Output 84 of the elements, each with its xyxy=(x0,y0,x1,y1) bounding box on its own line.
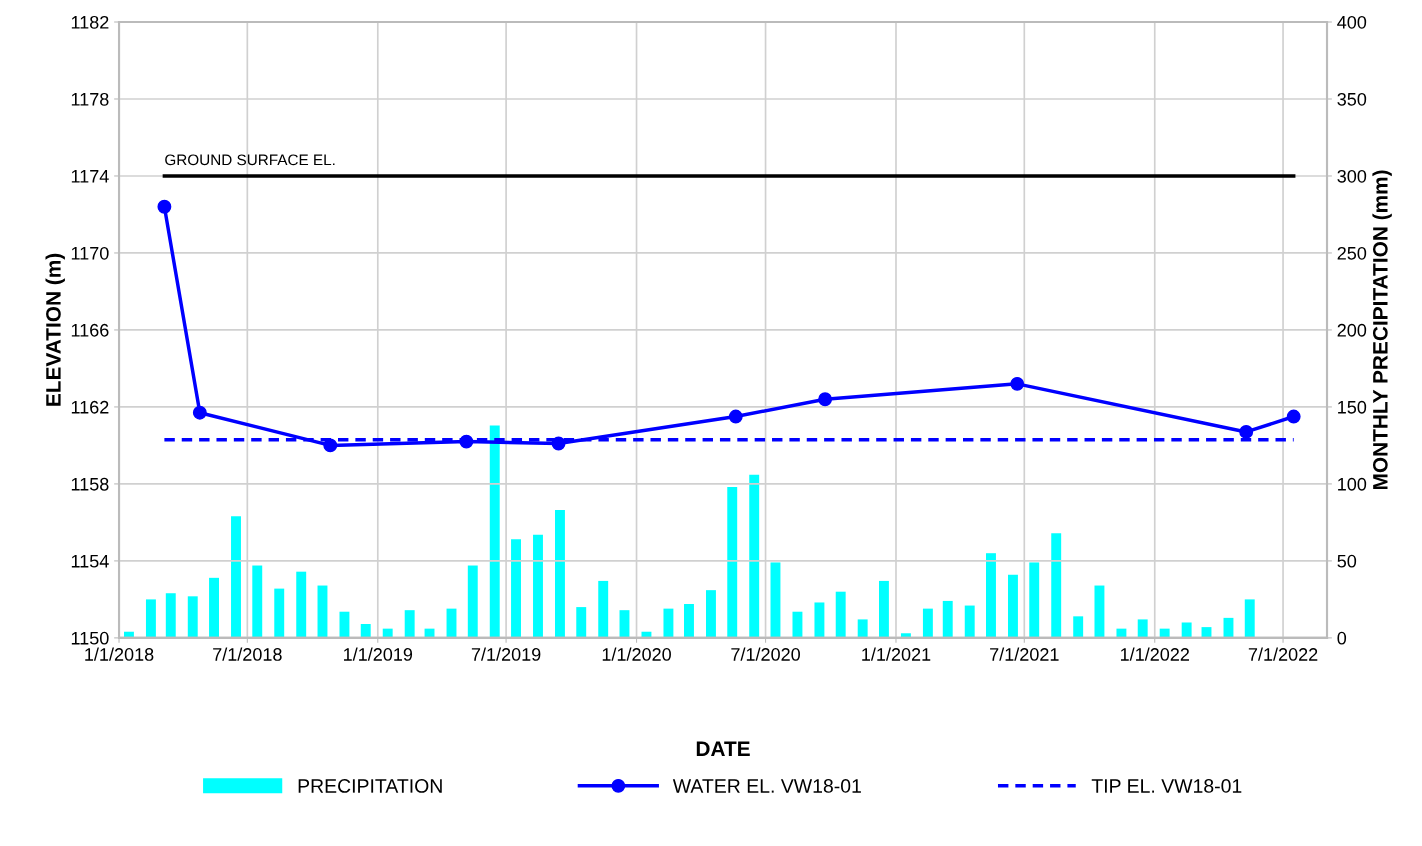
y2-tick-label: 0 xyxy=(1337,631,1347,645)
y2-tick-label: 100 xyxy=(1338,477,1367,491)
bar xyxy=(942,600,953,638)
point xyxy=(323,438,338,453)
y-tick-label: 1170 xyxy=(71,246,109,260)
bar xyxy=(1051,533,1062,638)
bar xyxy=(770,562,781,638)
y-tick-label: 1162 xyxy=(71,400,109,414)
y-tick-label: 1150 xyxy=(71,631,109,645)
x-tick-label: 7/1/2019 xyxy=(471,647,541,661)
y2-tick-label: 50 xyxy=(1337,554,1357,568)
x-tick-label: 7/1/2018 xyxy=(213,647,282,661)
bar xyxy=(706,590,716,638)
x-tick-label: 1/1/2021 xyxy=(862,647,931,661)
bar xyxy=(1029,562,1040,638)
annotation: GROUND SURFACE EL. xyxy=(165,154,335,166)
bar xyxy=(684,604,694,638)
legend-label: TIP EL. VW18-01 xyxy=(1091,779,1242,793)
x-tick-label: 7/1/2020 xyxy=(731,647,800,661)
point xyxy=(192,405,207,420)
bar xyxy=(555,510,565,638)
bar xyxy=(252,565,263,638)
legend-label: WATER EL. VW18-01 xyxy=(672,779,861,793)
bar xyxy=(1094,585,1105,638)
bar xyxy=(467,565,478,638)
bar xyxy=(922,608,933,638)
bar xyxy=(598,580,609,638)
point xyxy=(1010,376,1025,391)
point xyxy=(818,392,833,407)
point xyxy=(1239,425,1254,439)
y2-tick-label: 250 xyxy=(1337,246,1367,260)
bar xyxy=(857,619,868,638)
y2-tick-label: 150 xyxy=(1338,400,1367,414)
y-axis-title: ELEVATION (m) xyxy=(45,253,65,406)
bar xyxy=(1244,599,1255,638)
y2-axis-title: MONTHLY PRECIPITATION (mm) xyxy=(1372,170,1392,490)
y-tick-label: 1182 xyxy=(71,15,109,29)
bar xyxy=(792,611,803,638)
x-tick-label: 1/1/2019 xyxy=(344,647,413,661)
bar xyxy=(1073,616,1084,638)
y-tick-label: 1158 xyxy=(71,477,109,491)
bar xyxy=(187,596,198,638)
bar xyxy=(209,577,219,638)
bar xyxy=(533,534,543,638)
bar xyxy=(835,591,846,638)
x-tick-label: 7/1/2021 xyxy=(990,647,1059,661)
x-tick-label: 1/1/2018 xyxy=(85,647,154,661)
bar xyxy=(274,588,285,638)
bar xyxy=(1008,574,1018,638)
y-tick-label: 1178 xyxy=(71,92,109,106)
bar xyxy=(576,607,587,638)
bar xyxy=(339,611,350,638)
bar xyxy=(727,486,738,638)
bar xyxy=(964,605,975,638)
bar xyxy=(663,608,674,638)
point xyxy=(157,199,172,214)
bar xyxy=(145,599,156,638)
y-tick-label: 1166 xyxy=(71,323,109,337)
bar xyxy=(511,539,521,638)
y2-tick-label: 350 xyxy=(1337,92,1367,106)
bar xyxy=(986,553,996,638)
point xyxy=(728,409,743,424)
bar xyxy=(1137,619,1148,638)
bar xyxy=(231,516,241,638)
bar xyxy=(749,474,760,638)
legend-label: PRECIPITATION xyxy=(298,779,442,793)
bar xyxy=(489,425,500,638)
x-tick-label: 1/1/2022 xyxy=(1120,647,1189,661)
bar xyxy=(404,610,415,638)
point xyxy=(1286,409,1301,424)
y2-tick-label: 300 xyxy=(1337,169,1367,183)
bar xyxy=(814,602,825,638)
bar xyxy=(165,593,176,638)
bar xyxy=(1181,622,1192,638)
bar xyxy=(296,571,307,638)
x-axis-title: DATE xyxy=(696,741,750,756)
y2-tick-label: 400 xyxy=(1337,15,1367,29)
bar xyxy=(360,624,371,638)
y-tick-label: 1154 xyxy=(71,555,109,568)
bar xyxy=(878,580,889,638)
y-tick-label: 1174 xyxy=(71,170,109,183)
x-tick-label: 1/1/2020 xyxy=(602,647,671,661)
y2-tick-label: 200 xyxy=(1337,323,1367,337)
x-tick-label: 7/1/2022 xyxy=(1248,647,1318,661)
